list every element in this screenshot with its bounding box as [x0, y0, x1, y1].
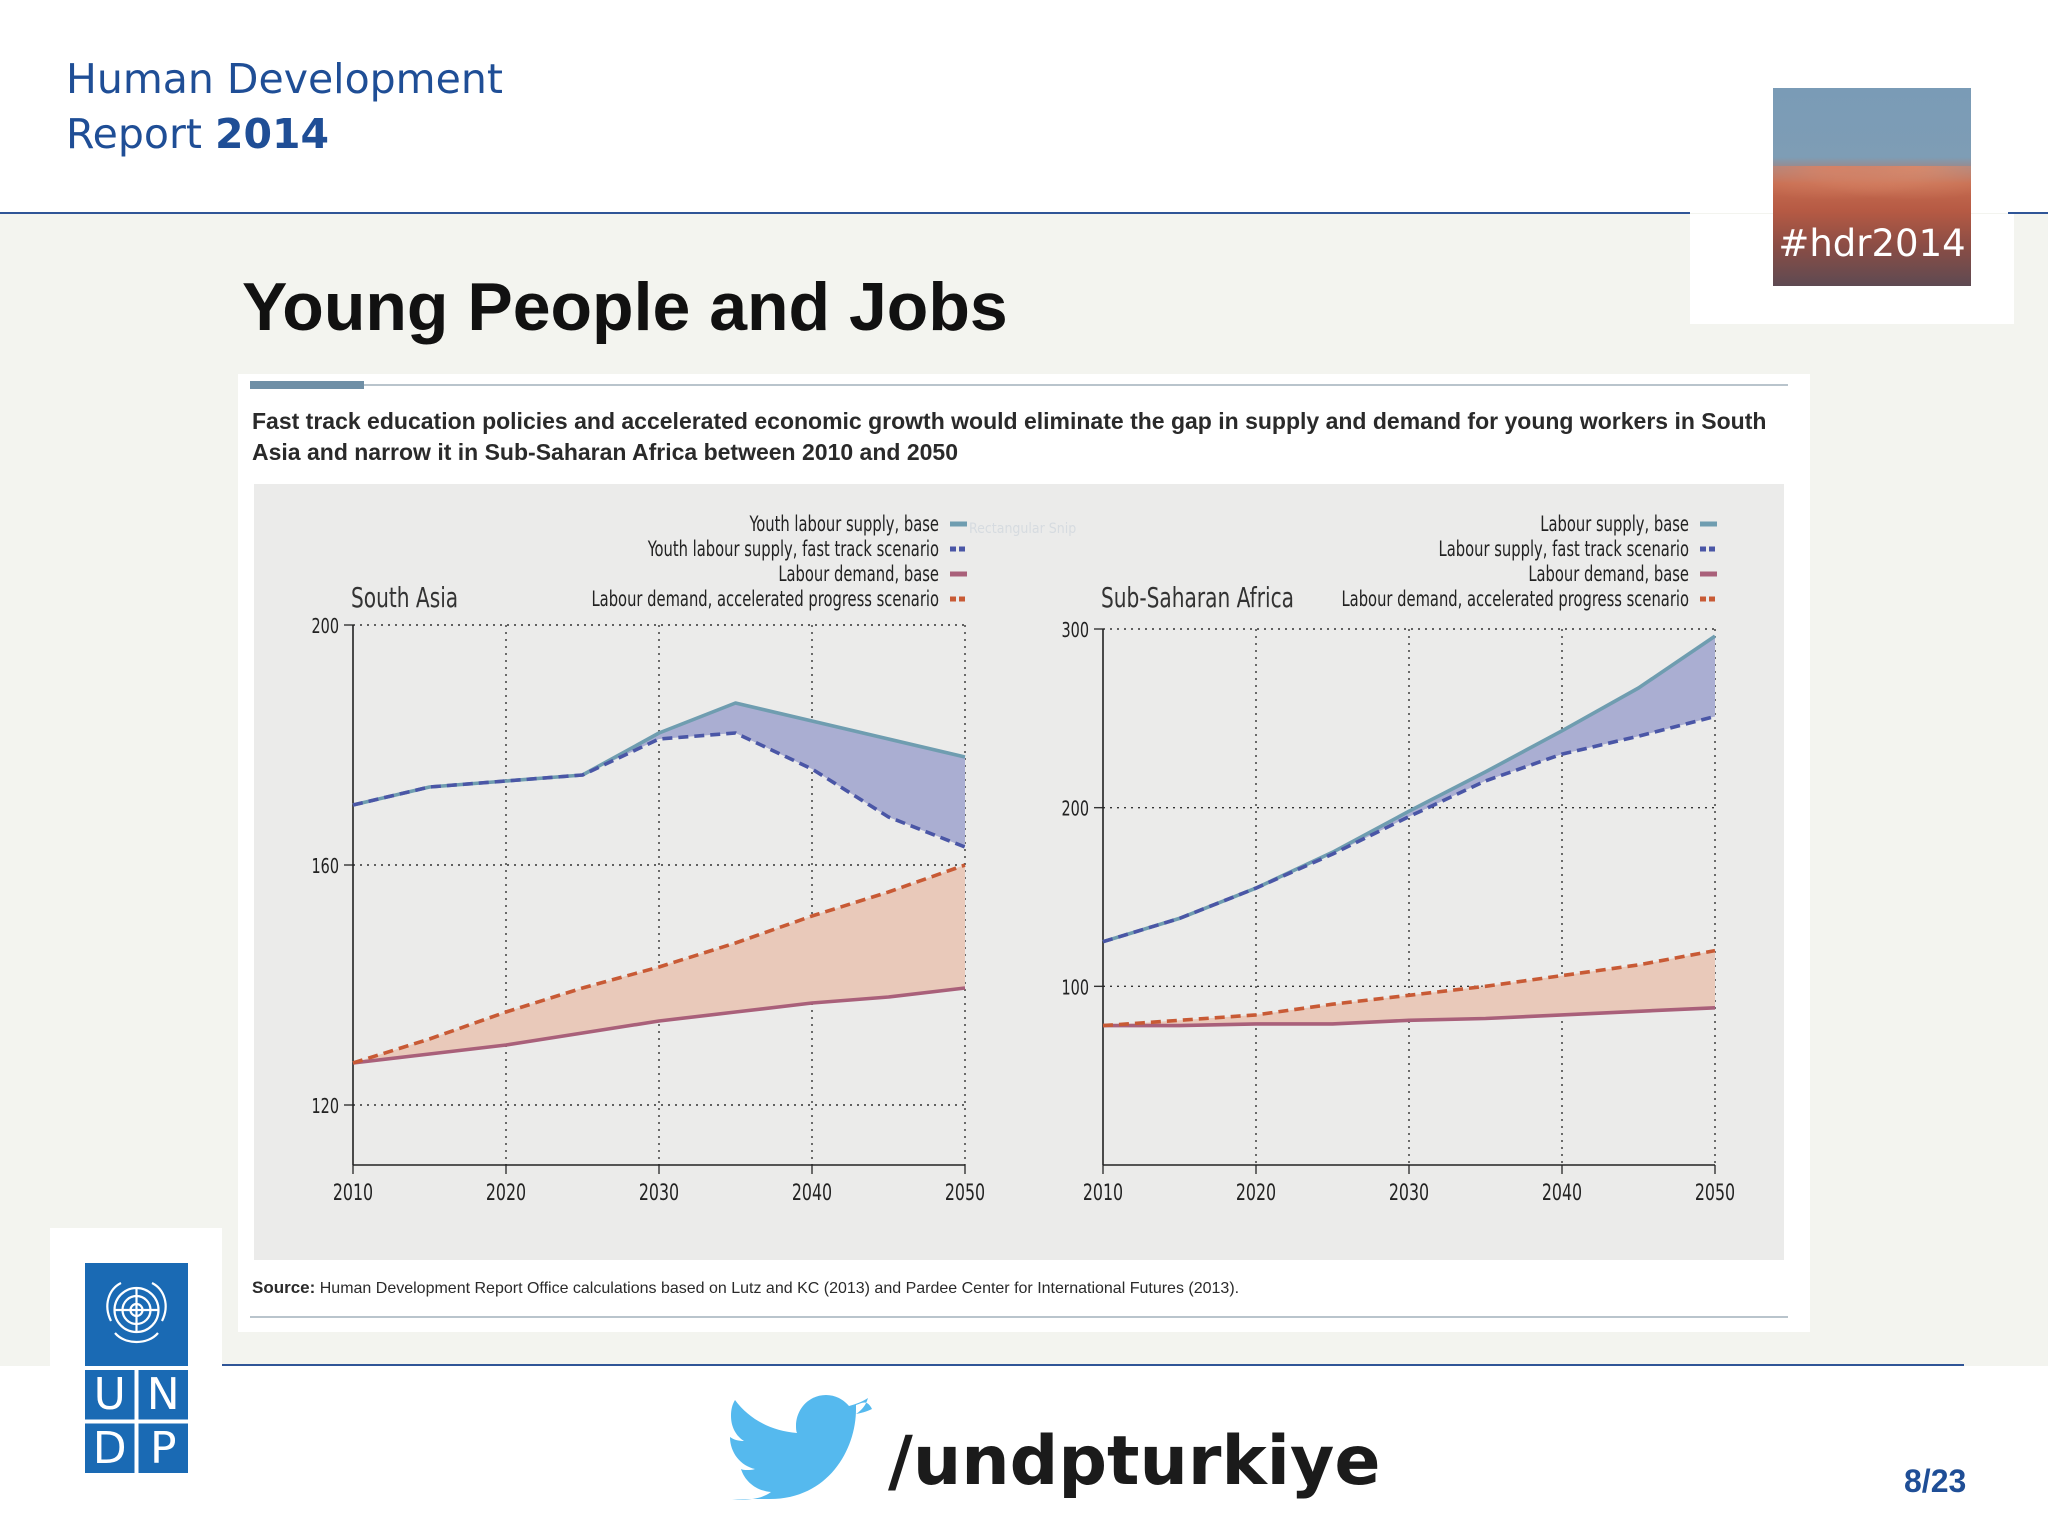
chart2-xtick-label: 2010	[1083, 1180, 1123, 1205]
un-emblem-icon	[106, 1282, 167, 1344]
chart2-series-line-1	[1102, 634, 1717, 944]
hashtag-text: #hdr2014	[1778, 222, 1966, 265]
chart2-ytick-label: 100	[1062, 977, 1089, 1000]
source-label: Source:	[252, 1278, 316, 1297]
chart1-xtick-label: 2010	[333, 1180, 373, 1205]
figure-caption: Fast track education policies and accele…	[252, 408, 1767, 465]
undp-logo: U N D P	[85, 1263, 188, 1473]
source-text: Human Development Report Office calculat…	[319, 1280, 1240, 1297]
chart1-supply-gap-area	[353, 703, 965, 847]
page-number: 8/23	[1904, 1463, 1967, 1499]
chart2-series-line-2	[1102, 714, 1716, 944]
chart1-xtick-label: 2040	[792, 1180, 832, 1205]
chart-panel: Rectangular Snip 120 160 200 2010 2020 2030 204…	[254, 484, 1784, 1260]
figure-top-accent	[250, 381, 364, 389]
figure-source: Source: Human Development Report Office …	[252, 1278, 1239, 1298]
chart1-ytick-label: 200	[312, 615, 339, 638]
report-title-line1: Human Development	[66, 55, 503, 103]
logo-letter-u: U	[94, 1369, 126, 1420]
watermark-text: Rectangular Snip	[969, 521, 1076, 537]
chart2-series-line-3	[1103, 1006, 1716, 1028]
chart1-series-line-2	[352, 731, 966, 849]
chart2-title: Sub-Saharan Africa	[1101, 580, 1294, 613]
chart1-series-line-4	[352, 863, 966, 1065]
chart2-xtick-label: 2020	[1236, 1180, 1276, 1205]
chart2-ytick-label: 300	[1062, 619, 1089, 642]
chart1-xtick-label: 2020	[486, 1180, 526, 1205]
logo-letter-p: P	[150, 1423, 177, 1473]
chart1-legend-label: Youth labour supply, base	[749, 513, 939, 536]
twitter-bird-icon	[730, 1395, 872, 1500]
logo-letter-n: N	[147, 1369, 180, 1420]
slide-title: Young People and Jobs	[242, 269, 1008, 345]
hashtag-image: #hdr2014	[1773, 88, 1971, 286]
figure-bottom-rule	[250, 1316, 1788, 1318]
chart1-legend-label: Youth labour supply, fast track scenario	[647, 538, 939, 561]
footer-divider	[222, 1364, 1964, 1366]
chart2-legend-label: Labour demand, accelerated progress scen…	[1341, 588, 1689, 611]
report-title: Human Development Report 2014	[66, 52, 503, 162]
figure-top-rule	[250, 384, 1788, 386]
report-year: 2014	[214, 110, 330, 158]
chart1-legend-label: Labour demand, accelerated progress scen…	[591, 588, 939, 611]
chart1-ytick-label: 160	[312, 855, 339, 878]
header-divider	[0, 212, 1690, 214]
report-word: Report	[66, 110, 202, 158]
charts-svg: Rectangular Snip 120 160 200 2010 2020 2030 204…	[312, 513, 1736, 1205]
chart1-title: South Asia	[351, 580, 458, 613]
chart2-xtick-label: 2050	[1695, 1180, 1735, 1205]
chart2-demand-gap-area	[1103, 950, 1715, 1026]
chart1-ytick-label: 120	[312, 1095, 339, 1118]
chart1-xtick-label: 2050	[945, 1180, 985, 1205]
twitter-handle[interactable]: /undpturkiye	[888, 1422, 1381, 1501]
chart2-xtick-label: 2040	[1542, 1180, 1582, 1205]
chart2-legend-label: Labour supply, base	[1540, 513, 1689, 536]
chart2-legend-label: Labour supply, fast track scenario	[1439, 538, 1689, 561]
header-divider-right	[2008, 212, 2048, 214]
logo-letter-d: D	[93, 1423, 127, 1473]
chart1-series-line-3	[352, 986, 966, 1065]
chart2-xtick-label: 2030	[1389, 1180, 1429, 1205]
figure-card: Fast track education policies and accele…	[238, 374, 1810, 1332]
chart2-legend-label: Labour demand, base	[1528, 563, 1689, 586]
chart2-ytick-label: 200	[1062, 798, 1089, 821]
chart2-series-line-4	[1102, 948, 1716, 1028]
chart1-xtick-label: 2030	[639, 1180, 679, 1205]
chart1-legend-label: Labour demand, base	[778, 563, 939, 586]
report-title-line2: Report 2014	[66, 107, 503, 162]
